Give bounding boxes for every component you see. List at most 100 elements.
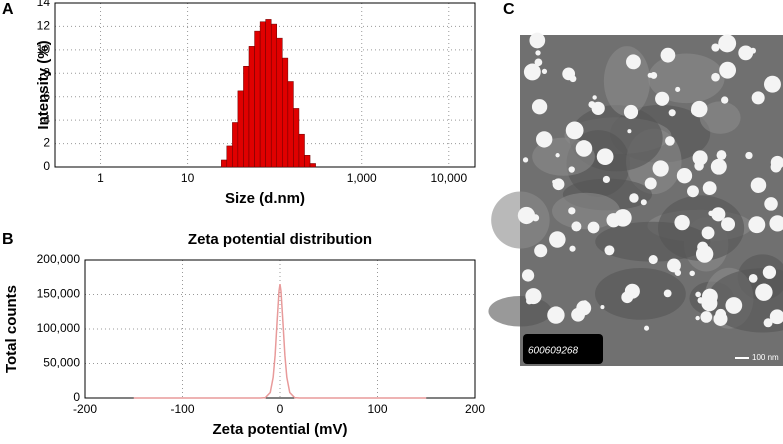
x-tick-label: 0 [277,402,284,416]
particle [531,214,540,222]
particle [626,54,641,70]
y-tick-label: 0 [73,390,80,404]
bar [254,30,261,168]
bar [276,37,283,168]
particle [675,86,681,92]
particle [711,207,726,222]
panel-label: B [2,231,14,248]
particle [665,136,675,146]
particle [748,274,758,283]
particle [575,140,593,157]
x-tick-label: 1,000 [347,171,377,185]
y-axis-label: Total counts [3,285,20,373]
particle [555,153,560,158]
particle [587,221,600,234]
x-axis-label: Zeta potential (mV) [212,421,347,438]
particle [571,221,582,232]
x-tick-label: 10,000 [430,171,467,185]
particle [674,269,682,276]
particle [647,72,653,78]
particle [687,185,699,198]
particle [517,206,536,225]
particle [676,168,693,184]
particle [770,161,782,173]
y-tick-label: 150,000 [37,287,81,301]
particle [629,193,639,203]
bar [265,19,272,168]
particle [591,101,605,115]
particle [652,160,669,177]
particle [623,104,639,120]
particle [725,297,743,314]
particle [689,270,695,277]
particle [592,95,597,100]
panel-label: A [2,1,14,18]
particle [640,199,647,206]
y-axis-label: Intensity (%) [35,40,52,129]
texture [552,192,621,230]
bar [259,21,266,168]
particle [764,197,778,211]
particle [755,283,773,301]
particle [627,129,632,134]
bar [270,23,278,168]
texture [648,53,725,104]
particle [711,43,720,52]
line [133,284,427,399]
particle [701,295,718,312]
particle [713,312,728,326]
particle [541,68,548,74]
particle [582,300,588,305]
particle [700,311,713,323]
particle [750,177,767,194]
texture [603,46,651,116]
bar [304,155,311,168]
plate-label-box [523,334,603,364]
particle [648,255,658,265]
particle [604,245,615,256]
particle [751,91,765,105]
particle [701,226,715,240]
panel-label: C [503,1,515,18]
particle [718,34,737,53]
chart-title: Zeta potential distribution [188,231,372,248]
bar [243,66,250,168]
particle [762,265,777,279]
particle [644,325,650,331]
particle [614,209,632,227]
particle [568,207,576,215]
y-tick-label: 12 [37,19,51,33]
particle [710,158,727,175]
bar [293,108,300,168]
particle [667,258,681,273]
particle [721,217,736,232]
texture [595,268,686,320]
particle [522,157,529,163]
x-tick-label: 10 [181,171,195,185]
y-tick-label: 14 [37,0,51,9]
particle [529,32,546,49]
y-tick-label: 6 [43,89,50,103]
particle [602,175,610,184]
y-tick-label: 8 [43,65,50,79]
particle [711,72,720,82]
particle [769,309,783,325]
y-tick-label: 200,000 [37,252,81,266]
particle [534,244,548,258]
tem-particles [488,32,783,333]
particle [668,109,676,117]
x-tick-label: 1 [97,171,104,185]
particle [644,177,657,190]
particle [655,91,670,106]
particle [748,216,766,234]
x-tick-label: -100 [170,402,194,416]
bar [287,81,294,168]
x-tick-label: 100 [367,402,387,416]
particle [769,215,783,232]
particle [562,67,576,81]
particle [763,318,773,328]
scale-bar-label: 100 nm [752,353,779,362]
y-tick-label: 50,000 [43,356,80,370]
particle [523,63,541,81]
